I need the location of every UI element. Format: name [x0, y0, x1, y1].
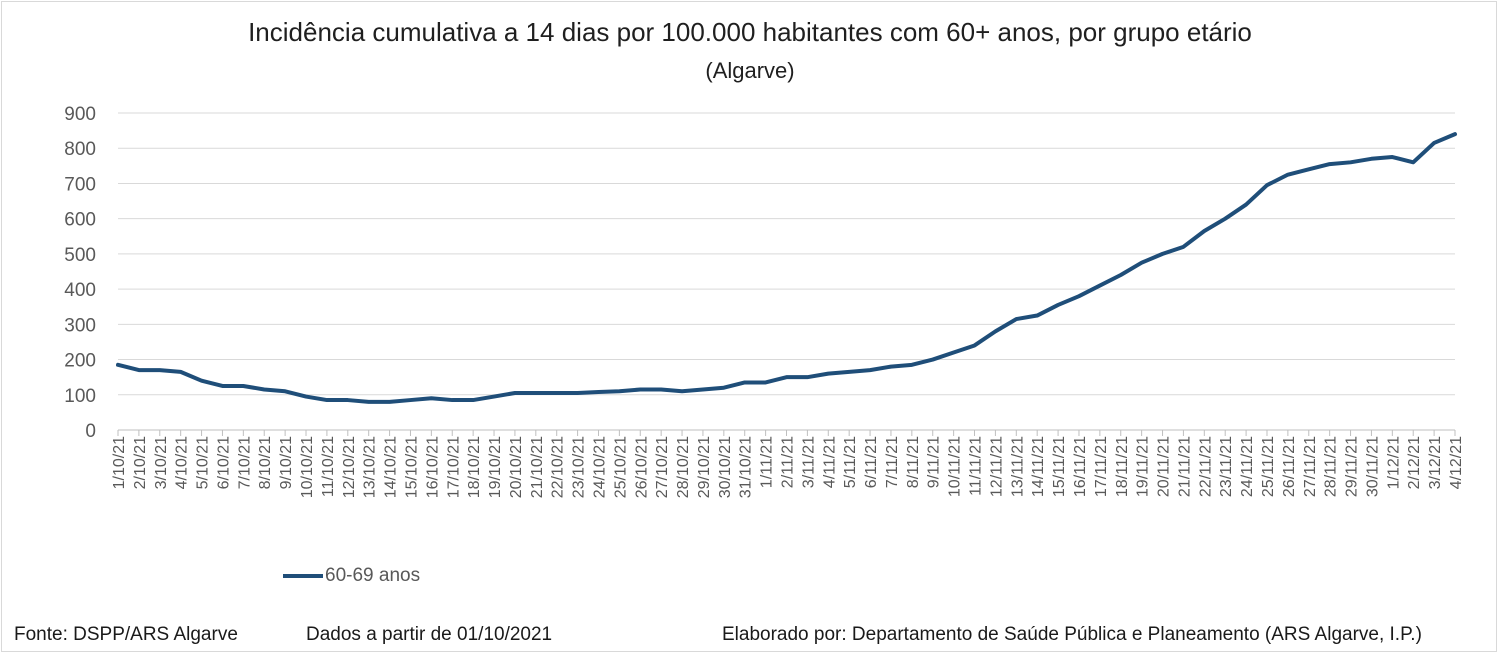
x-tick-label: 29/10/21 — [696, 436, 713, 498]
x-tick-label: 28/11/21 — [1323, 436, 1340, 497]
series-line-0 — [116, 132, 1457, 404]
y-tick-label: 0 — [85, 421, 96, 442]
x-tick-label: 24/11/21 — [1239, 436, 1256, 497]
x-tick-label: 24/10/21 — [591, 436, 608, 498]
x-tick-label: 29/11/21 — [1344, 436, 1361, 497]
x-tick-label: 13/10/21 — [362, 436, 379, 498]
x-tick-label: 4/11/21 — [821, 436, 838, 488]
x-tick-label: 5/10/21 — [195, 436, 212, 489]
x-axis-ticks: 1/10/21 2/10/21 3/10/21 4/10/21 5/10/21 6/10/… — [111, 430, 1465, 498]
x-tick-label: 22/10/21 — [550, 436, 567, 498]
x-tick-label: 14/10/21 — [383, 436, 400, 498]
x-tick-label: 19/11/21 — [1135, 436, 1152, 497]
x-tick-label: 25/11/21 — [1260, 436, 1277, 497]
x-tick-label: 10/11/21 — [947, 436, 964, 497]
x-tick-label: 15/11/21 — [1051, 436, 1068, 497]
y-axis-ticks: 0 100 200 300 400 500 600 700 800 900 — [64, 104, 96, 442]
x-tick-label: 8/10/21 — [257, 436, 274, 489]
x-tick-label: 2/10/21 — [132, 436, 149, 489]
x-tick-label: 9/10/21 — [278, 436, 295, 489]
x-tick-label: 10/10/21 — [299, 436, 316, 498]
x-tick-label: 6/11/21 — [863, 436, 880, 488]
chart-subtitle: (Algarve) — [705, 58, 795, 83]
x-tick-label: 9/11/21 — [926, 436, 943, 488]
y-tick-label: 700 — [64, 174, 96, 195]
x-tick-label: 25/10/21 — [612, 436, 629, 498]
x-tick-label: 30/10/21 — [717, 436, 734, 498]
x-tick-label: 12/11/21 — [988, 436, 1005, 497]
x-tick-label: 4/10/21 — [174, 436, 191, 489]
x-tick-label: 21/11/21 — [1176, 436, 1193, 497]
x-tick-label: 1/10/21 — [111, 436, 128, 489]
series-lines — [116, 132, 1457, 404]
x-tick-label: 7/11/21 — [884, 436, 901, 488]
x-tick-label: 3/12/21 — [1427, 436, 1444, 489]
x-tick-label: 20/11/21 — [1156, 436, 1173, 497]
x-tick-label: 8/11/21 — [905, 436, 922, 488]
footer-data-since: Dados a partir de 01/10/2021 — [306, 624, 553, 645]
x-tick-label: 21/10/21 — [529, 436, 546, 498]
x-tick-label: 5/11/21 — [842, 436, 859, 488]
x-tick-label: 1/11/21 — [759, 436, 776, 488]
x-tick-label: 1/12/21 — [1385, 436, 1402, 489]
y-tick-label: 200 — [64, 351, 96, 372]
x-tick-label: 3/10/21 — [153, 436, 170, 489]
x-tick-label: 31/10/21 — [738, 436, 755, 498]
x-tick-label: 27/10/21 — [654, 436, 671, 498]
x-tick-label: 6/10/21 — [215, 436, 232, 489]
x-tick-label: 18/10/21 — [466, 436, 483, 498]
x-tick-label: 23/11/21 — [1218, 436, 1235, 497]
footer-author: Elaborado por: Departamento de Saúde Púb… — [722, 624, 1422, 645]
x-tick-label: 27/11/21 — [1302, 436, 1319, 497]
y-tick-label: 800 — [64, 139, 96, 160]
x-tick-label: 16/10/21 — [424, 436, 441, 498]
x-tick-label: 28/10/21 — [675, 436, 692, 498]
x-tick-label: 2/11/21 — [780, 436, 797, 488]
x-tick-label: 26/10/21 — [633, 436, 650, 498]
x-tick-label: 14/11/21 — [1030, 436, 1047, 497]
x-tick-label: 7/10/21 — [236, 436, 253, 489]
y-tick-label: 600 — [64, 210, 96, 231]
x-tick-label: 19/10/21 — [487, 436, 504, 498]
x-tick-label: 17/11/21 — [1093, 436, 1110, 497]
y-tick-label: 900 — [64, 104, 96, 125]
x-tick-label: 13/11/21 — [1009, 436, 1026, 497]
x-tick-label: 22/11/21 — [1197, 436, 1214, 497]
footer-source: Fonte: DSPP/ARS Algarve — [14, 624, 238, 645]
chart-title: Incidência cumulativa a 14 dias por 100.… — [248, 17, 1252, 47]
y-tick-label: 100 — [64, 386, 96, 407]
x-tick-label: 12/10/21 — [341, 436, 358, 498]
x-tick-label: 2/12/21 — [1406, 436, 1423, 489]
x-tick-label: 11/11/21 — [968, 436, 985, 496]
x-tick-label: 26/11/21 — [1281, 436, 1298, 497]
y-tick-label: 400 — [64, 280, 96, 301]
x-tick-label: 18/11/21 — [1114, 436, 1131, 497]
x-tick-label: 15/10/21 — [403, 436, 420, 498]
x-tick-label: 16/11/21 — [1072, 436, 1089, 497]
x-tick-label: 30/11/21 — [1364, 436, 1381, 497]
y-tick-label: 300 — [64, 315, 96, 336]
legend-swatch — [283, 574, 323, 578]
x-tick-label: 23/10/21 — [571, 436, 588, 498]
x-tick-label: 3/11/21 — [800, 436, 817, 488]
gridlines — [118, 112, 1455, 431]
y-tick-label: 500 — [64, 245, 96, 266]
x-tick-label: 20/10/21 — [508, 436, 525, 498]
legend-item-0: 60-69 anos — [283, 565, 420, 587]
x-tick-label: 11/10/21 — [320, 436, 337, 497]
legend-label: 60-69 anos — [325, 565, 421, 586]
x-tick-label: 17/10/21 — [445, 436, 462, 498]
x-tick-label: 4/12/21 — [1448, 436, 1465, 489]
